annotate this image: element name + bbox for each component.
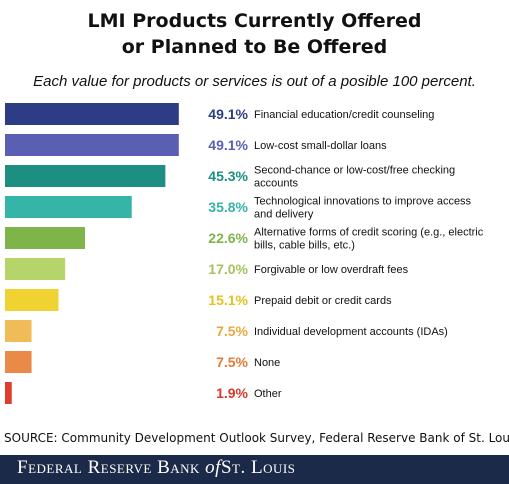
category-label-8: Individual development accounts (IDAs) [254, 326, 448, 338]
category-label-3: Second-chance or low-cost/free checking a… [254, 165, 455, 190]
value-label-9: 7.5% [216, 354, 248, 370]
bar-3 [5, 165, 166, 187]
value-label-6: 17.0% [208, 261, 248, 277]
value-label-8: 7.5% [216, 323, 248, 339]
source-note: SOURCE: Community Development Outlook Su… [4, 431, 509, 445]
bar-7 [5, 289, 59, 311]
category-label-1: Financial education/credit counseling [254, 109, 434, 121]
category-label-5: Alternative forms of credit scoring (e.g… [254, 227, 484, 252]
chart-subtitle: Each value for products or services is o… [33, 73, 476, 90]
bar-10 [5, 382, 12, 404]
brand-logo: Federal Reserve Bank ofSt. Louis [17, 457, 296, 478]
category-label-10: Other [254, 388, 282, 400]
chart-title-line1: LMI Products Currently Offered [87, 10, 422, 32]
category-label-4: Technological innovations to improve acc… [254, 196, 472, 221]
category-label-9: None [254, 357, 280, 369]
footer-bar: Federal Reserve Bank ofSt. Louis [0, 455, 509, 484]
chart-title: LMI Products Currently Offered or Planne… [0, 8, 509, 60]
bar-6 [5, 258, 66, 280]
bar-5 [5, 227, 86, 249]
bar-4 [5, 196, 132, 218]
category-label-7: Prepaid debit or credit cards [254, 295, 392, 307]
value-label-1: 49.1% [208, 106, 248, 122]
bar-9 [5, 351, 32, 373]
bar-2 [5, 134, 179, 156]
category-label-6: Forgivable or low overdraft fees [254, 264, 409, 276]
value-label-2: 49.1% [208, 137, 248, 153]
category-label-2: Low-cost small-dollar loans [254, 140, 387, 152]
value-label-3: 45.3% [208, 168, 248, 184]
bar-chart: 49.1% Financial education/credit counseli… [5, 103, 484, 404]
value-label-7: 15.1% [208, 292, 248, 308]
value-label-10: 1.9% [216, 385, 248, 401]
value-label-5: 22.6% [208, 230, 248, 246]
bar-8 [5, 320, 32, 342]
value-label-4: 35.8% [208, 199, 248, 215]
bar-1 [5, 103, 179, 125]
chart-title-line2: or Planned to Be Offered [121, 36, 388, 58]
